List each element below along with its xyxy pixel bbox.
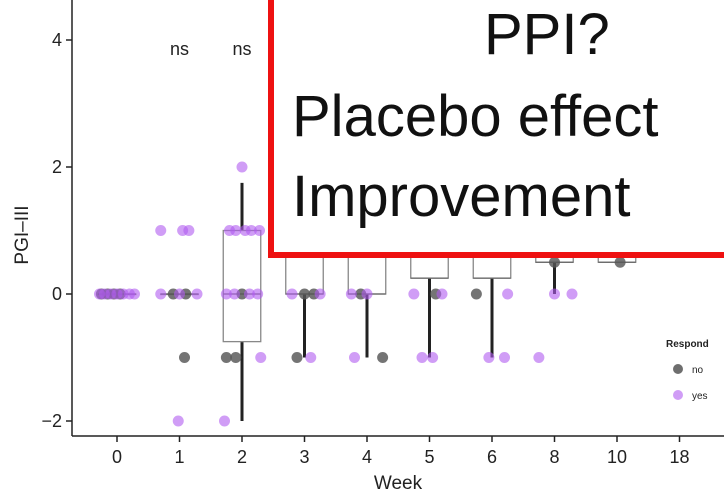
significance-labels: ns ns <box>170 39 252 59</box>
point-yes-9 <box>183 225 195 236</box>
point-no-6 <box>179 352 190 363</box>
point-yes-28 <box>305 352 317 363</box>
point-yes-22 <box>244 288 255 300</box>
point-no-17 <box>549 256 560 268</box>
point-no-8 <box>230 352 242 363</box>
x-axis-title: Week <box>374 473 423 494</box>
y-tick-label-4: 4 <box>52 30 62 50</box>
point-yes-12 <box>191 288 203 300</box>
axes-layer <box>71 0 724 437</box>
point-yes-29 <box>345 288 357 300</box>
ticks-layer: 0 1 2 3 4 5 6 8 10 18 −2 0 2 4 <box>41 30 689 467</box>
point-yes-34 <box>416 352 428 363</box>
x-tick-label-4: 4 <box>362 447 372 467</box>
x-tick-label-3: 3 <box>299 447 309 467</box>
y-tick-label--2: −2 <box>41 411 62 431</box>
point-yes-37 <box>499 352 510 363</box>
point-yes-21 <box>229 288 240 300</box>
point-yes-40 <box>549 288 560 300</box>
point-yes-35 <box>427 352 439 363</box>
point-yes-10 <box>155 288 167 300</box>
x-tick-label-18: 18 <box>669 447 689 467</box>
point-no-10 <box>291 352 303 363</box>
point-yes-24 <box>255 352 267 363</box>
point-yes-7 <box>155 225 167 236</box>
point-no-18 <box>614 256 626 268</box>
y-axis-title: PGI–III <box>12 205 33 264</box>
x-tick-label-0: 0 <box>112 447 122 467</box>
x-tick-label-10: 10 <box>607 447 627 467</box>
legend-title: Respond <box>666 339 709 350</box>
legend: Respond no yes <box>666 339 709 402</box>
annotation-overlay-box: PPI? Placebo effect Improvement <box>268 0 724 258</box>
point-yes-18 <box>245 225 257 236</box>
point-yes-6 <box>129 288 140 300</box>
legend-key-yes <box>673 390 683 400</box>
point-no-14 <box>377 352 389 363</box>
significance-label-week-2: ns <box>232 39 251 59</box>
x-tick-label-5: 5 <box>424 447 434 467</box>
legend-label-no: no <box>692 365 704 376</box>
point-yes-38 <box>502 288 514 300</box>
legend-label-yes: yes <box>692 391 708 402</box>
y-tick-label-2: 2 <box>52 157 62 177</box>
point-yes-36 <box>483 352 495 363</box>
point-yes-32 <box>408 288 420 300</box>
point-yes-11 <box>174 288 185 300</box>
overlay-line-improvement: Improvement <box>292 164 631 229</box>
point-yes-30 <box>349 352 360 363</box>
point-yes-23 <box>252 288 264 300</box>
point-yes-25 <box>219 415 230 427</box>
point-no-7 <box>220 352 232 363</box>
point-yes-19 <box>254 225 265 236</box>
point-yes-41 <box>566 288 578 300</box>
x-tick-label-6: 6 <box>487 447 497 467</box>
point-yes-33 <box>436 288 448 300</box>
significance-label-week-1: ns <box>170 39 189 59</box>
point-yes-16 <box>230 225 242 236</box>
legend-key-no <box>673 364 683 374</box>
box-2 <box>222 229 262 343</box>
points-layer <box>94 161 626 427</box>
point-yes-14 <box>236 161 248 173</box>
x-tick-label-2: 2 <box>237 447 247 467</box>
point-yes-39 <box>533 352 545 363</box>
x-tick-label-1: 1 <box>174 447 184 467</box>
point-yes-20 <box>220 288 232 300</box>
y-tick-label-0: 0 <box>52 284 62 304</box>
point-no-11 <box>299 288 310 300</box>
point-yes-13 <box>172 415 184 427</box>
point-yes-27 <box>314 288 326 300</box>
overlay-line-ppi: PPI? <box>484 2 610 67</box>
overlay-line-placebo: Placebo effect <box>292 84 659 149</box>
point-yes-26 <box>286 288 298 300</box>
point-no-16 <box>470 288 482 300</box>
point-yes-31 <box>361 288 373 300</box>
x-tick-label-8: 8 <box>549 447 559 467</box>
